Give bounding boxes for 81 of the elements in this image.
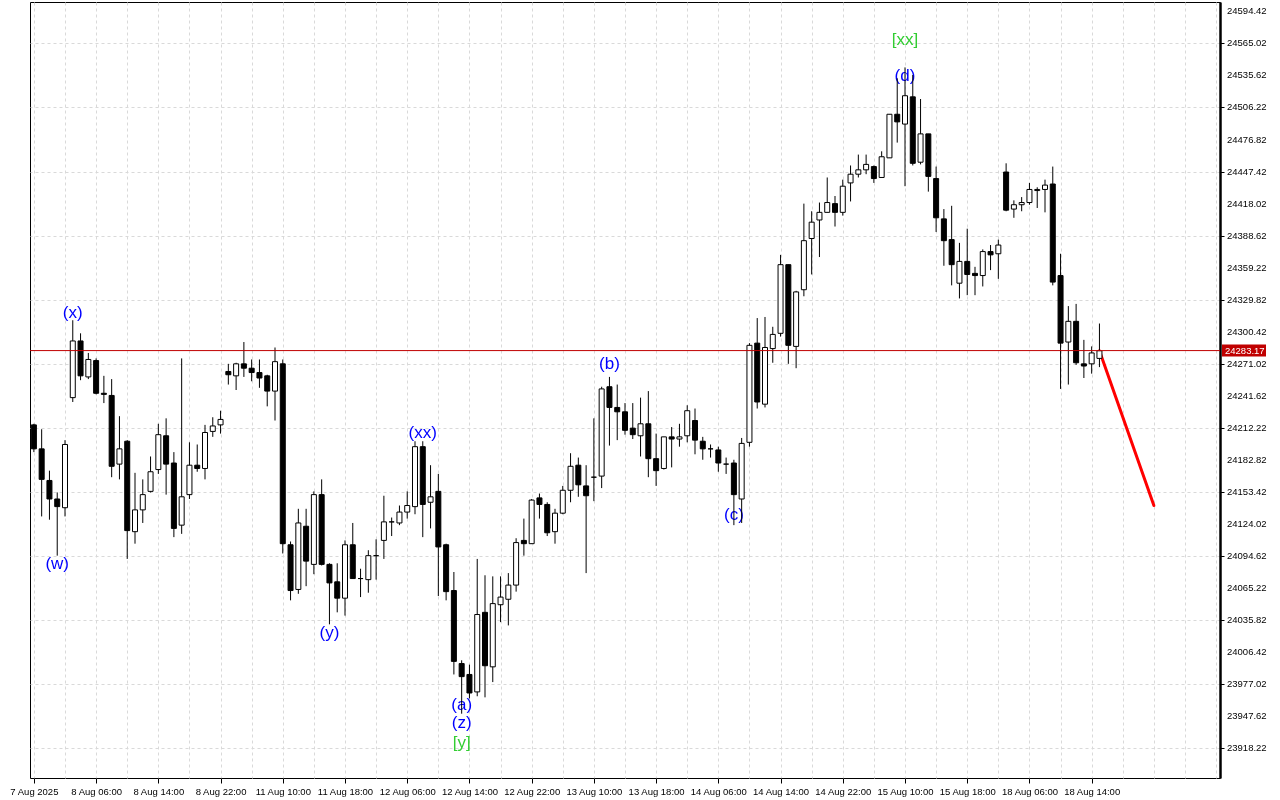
candlestick	[769, 326, 776, 364]
y-tick-label: 24506.22	[1227, 101, 1267, 113]
y-tick-label: 24565.02	[1227, 37, 1267, 49]
y-tick-label: 23977.02	[1227, 678, 1267, 690]
candlestick	[147, 455, 154, 493]
candlestick	[552, 508, 558, 545]
candlestick	[365, 549, 372, 594]
x-tick-label: 15 Aug 18:00	[939, 785, 996, 797]
candlestick	[863, 154, 870, 175]
x-tick-label: 8 Aug 06:00	[71, 785, 122, 797]
annotation: [y]	[452, 733, 471, 752]
y-tick-label: 24182.82	[1227, 453, 1267, 465]
x-tick-label: 12 Aug 14:00	[441, 785, 498, 797]
y-tick-label: 24476.82	[1227, 133, 1267, 145]
y-tick-label: 24535.62	[1227, 69, 1267, 81]
x-tick-label: 15 Aug 10:00	[877, 785, 934, 797]
x-tick-label: 14 Aug 22:00	[815, 785, 872, 797]
y-tick-label: 24388.62	[1227, 229, 1267, 241]
candlestick	[692, 408, 698, 455]
candlestick	[100, 375, 107, 404]
x-tick-label: 8 Aug 22:00	[195, 785, 247, 797]
annotation: (b)	[599, 354, 620, 373]
candlestick	[723, 457, 730, 475]
y-tick-label: 24094.62	[1227, 550, 1267, 562]
candlestick	[380, 495, 387, 560]
annotation: [xx]	[891, 30, 919, 49]
annotation: (xx)	[408, 423, 437, 442]
candlestick	[808, 210, 815, 275]
x-tick-label: 14 Aug 14:00	[753, 785, 810, 797]
candlestick	[1042, 179, 1048, 213]
x-tick-label: 7 Aug 2025	[10, 785, 59, 797]
candlestick	[240, 341, 247, 378]
candlestick	[132, 472, 138, 545]
y-tick-label: 24271.02	[1227, 357, 1267, 369]
x-tick-label: 12 Aug 22:00	[504, 785, 561, 797]
x-tick-label: 14 Aug 06:00	[690, 785, 747, 797]
y-tick-label: 24447.42	[1227, 165, 1267, 177]
annotation: (y)	[319, 623, 340, 642]
y-tick-label: 24418.02	[1227, 197, 1267, 209]
candlestick	[139, 478, 146, 524]
y-tick-label: 24035.82	[1227, 614, 1267, 626]
x-tick-label: 18 Aug 06:00	[1001, 785, 1058, 797]
annotation: (z)	[451, 713, 472, 732]
candlestick	[583, 464, 590, 574]
y-tick-label: 24359.22	[1227, 261, 1267, 273]
y-tick-label: 24006.42	[1227, 646, 1267, 658]
y-tick-label: 24153.42	[1227, 485, 1267, 497]
x-tick-label: 8 Aug 14:00	[133, 785, 185, 797]
candlestick	[225, 363, 232, 386]
candlestick	[972, 266, 978, 296]
candlestick	[707, 443, 714, 459]
x-tick-label: 13 Aug 10:00	[566, 785, 623, 797]
annotation: (d)	[894, 66, 916, 85]
candlestick	[622, 402, 628, 436]
x-tick-label: 13 Aug 18:00	[628, 785, 685, 797]
candlestick	[715, 446, 722, 473]
y-tick-label: 23947.62	[1227, 710, 1267, 722]
y-tick-label: 24124.02	[1227, 518, 1267, 530]
candlestick	[388, 517, 395, 537]
y-tick-label: 24065.22	[1227, 582, 1267, 594]
candlestick	[1010, 199, 1017, 219]
candlestick	[233, 362, 240, 391]
y-tick-label: 24241.62	[1227, 389, 1267, 401]
y-tick-label: 24329.82	[1227, 293, 1267, 305]
y-tick-label: 24594.42	[1227, 5, 1267, 17]
x-tick-label: 11 Aug 18:00	[317, 785, 374, 797]
x-tick-label: 11 Aug 10:00	[255, 785, 311, 797]
candlestick	[940, 208, 947, 267]
candlestick	[699, 436, 706, 461]
y-tick-label: 24300.42	[1227, 325, 1267, 337]
annotation: (x)	[62, 303, 83, 322]
y-tick-label: 24212.22	[1227, 421, 1267, 433]
candlestick	[520, 518, 527, 557]
ref-line-label: 24283.17	[1225, 344, 1265, 356]
x-tick-label: 12 Aug 06:00	[379, 785, 436, 797]
annotation: (w)	[45, 554, 70, 573]
candlestick	[832, 195, 838, 228]
candlestick	[1080, 339, 1087, 379]
candlestick	[653, 433, 660, 487]
y-tick-label: 23918.22	[1227, 742, 1267, 754]
x-tick-label: 18 Aug 14:00	[1064, 785, 1121, 797]
